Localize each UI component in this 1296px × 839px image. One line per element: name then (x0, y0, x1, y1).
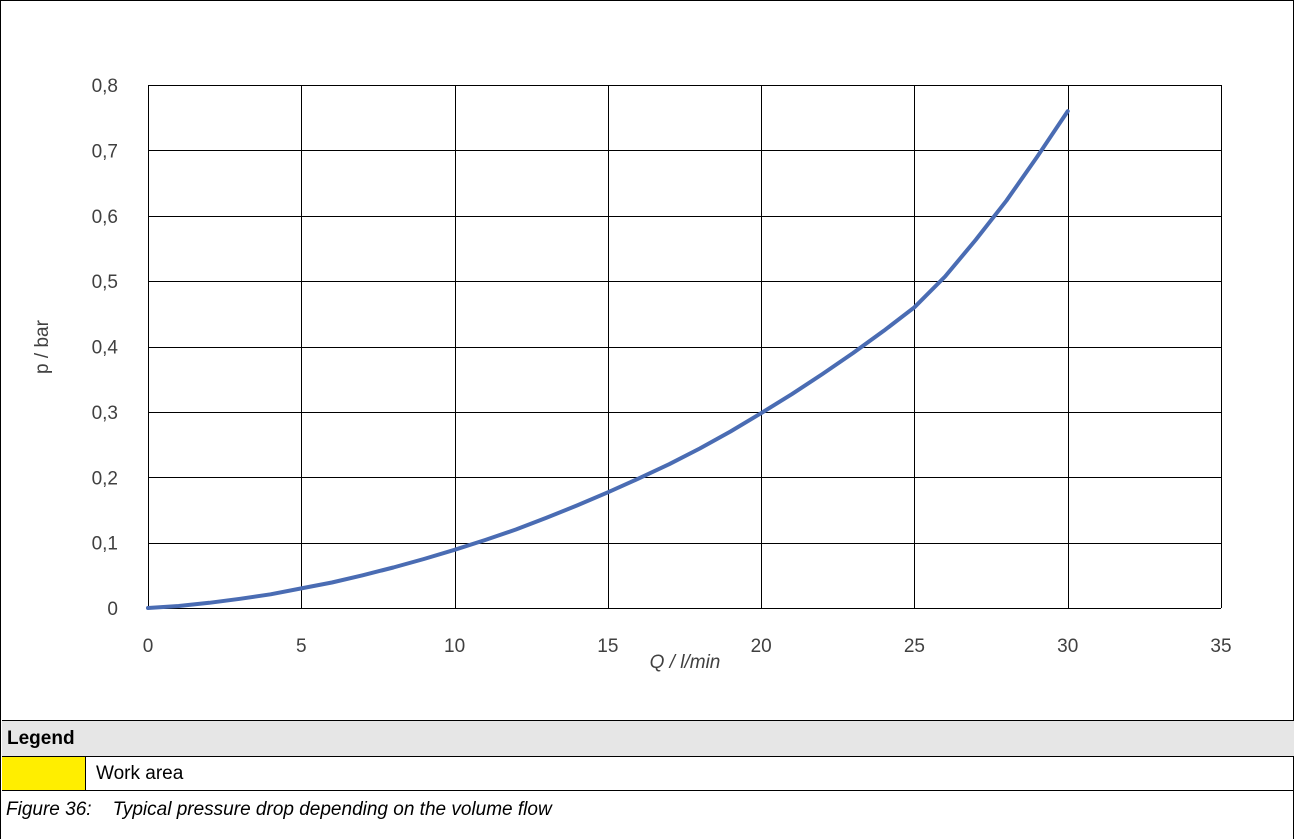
series-layer (146, 109, 1070, 610)
x-tick-label: 25 (904, 636, 925, 657)
y-tick-label: 0,7 (92, 141, 118, 162)
caption-number: Figure 36: (6, 799, 92, 820)
caption-text: Typical pressure drop depending on the v… (112, 799, 552, 820)
pressure-drop-series-line (146, 109, 1070, 610)
legend-swatch-work-area (2, 757, 86, 790)
y-tick-label: 0 (107, 599, 118, 620)
legend-row: Work area (2, 757, 1294, 791)
legend-label-work-area: Work area (96, 763, 184, 784)
y-tick-label: 0,1 (92, 534, 118, 555)
x-tick-label: 15 (597, 636, 618, 657)
pressure-drop-chart: 0 5 10 15 20 25 30 3500,10,20,30,40,50,60,70,8 … (32, 76, 1232, 673)
x-tick-label: 20 (751, 636, 772, 657)
tick-layer: 0 5 10 15 20 25 30 35 0 0,1 0,2 0,3 0,4 0,5 0,6 0,7 0,8 (92, 76, 1232, 657)
x-tick-label: 0 (143, 636, 154, 657)
y-axis-label: p / bar (32, 319, 53, 374)
grid-layer (148, 85, 1222, 609)
legend-header: Legend (2, 721, 1294, 757)
y-tick-label: 0,8 (92, 76, 118, 97)
y-tick-label: 0,5 (92, 272, 118, 293)
legend-title: Legend (7, 728, 75, 749)
chart-area: 0 5 10 15 20 25 30 35 0 0,1 0,2 0,3 0,4 0,5 0,6 0,7 0,8 … (2, 2, 1294, 721)
x-axis-label: Q / l/min (650, 652, 721, 673)
x-tick-label: 5 (296, 636, 307, 657)
y-tick-label: 0,3 (92, 403, 118, 424)
x-tick-label: 30 (1057, 636, 1078, 657)
x-tick-label: 10 (444, 636, 465, 657)
y-tick-label: 0,2 (92, 468, 118, 489)
y-tick-label: 0,4 (92, 338, 119, 359)
x-tick-label: 35 (1210, 636, 1231, 657)
y-tick-label: 0,6 (92, 207, 118, 228)
figure-caption: Figure 36: Typical pressure drop dependi… (6, 799, 552, 821)
